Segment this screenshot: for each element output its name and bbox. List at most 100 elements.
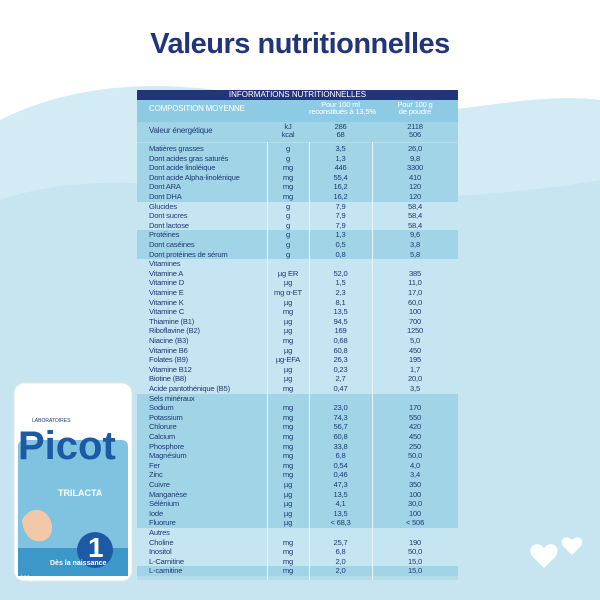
brand: Picot — [18, 424, 116, 468]
product-can — [13, 382, 133, 582]
page-title: Valeurs nutritionnelles — [150, 28, 450, 60]
row-label: Thiamine (B1) — [149, 316, 195, 326]
row-ml: 52,0 — [333, 268, 348, 278]
row-unit: mg — [282, 163, 294, 173]
column-header: Pour 100 g — [397, 100, 433, 109]
row-unit: µg — [283, 297, 293, 307]
column-divider — [372, 142, 373, 580]
row-unit: µg ER — [277, 268, 299, 278]
row-g: 700 — [408, 316, 422, 326]
row-g: 100 — [408, 489, 422, 499]
row-label: Calcium — [149, 432, 176, 441]
section-band — [137, 565, 458, 576]
row-g: 3,5 — [410, 384, 420, 393]
row-g: 120 — [408, 192, 422, 201]
row-ml: 7,9 — [335, 220, 346, 230]
row-label: Biotine (B8) — [149, 374, 187, 384]
section-band — [137, 229, 458, 260]
row-label: Acide pantothénique (B5) — [149, 384, 230, 393]
row-ml: 4,1 — [335, 499, 346, 509]
brand-top: LABORATOIRES — [32, 418, 71, 424]
row-unit: mg — [282, 451, 294, 461]
row-label: Potassium — [149, 412, 183, 422]
row-g: 50,0 — [408, 547, 422, 557]
section-band — [137, 258, 458, 394]
row-g: 5,8 — [410, 249, 420, 259]
row-unit: µg — [283, 518, 293, 528]
row-label: Dont DHA — [149, 192, 182, 201]
energy-ml: 286 — [334, 122, 347, 131]
row-label: Inositol — [149, 547, 172, 557]
row-g: 195 — [408, 355, 422, 365]
row-unit: mg — [282, 422, 294, 432]
row-unit: µg — [283, 278, 293, 288]
column-divider — [267, 142, 268, 580]
row-g: 4,0 — [410, 460, 420, 470]
row-g: 58,4 — [408, 201, 422, 211]
row-ml: 13,5 — [333, 307, 348, 317]
energy-label: Valeur énergétique — [149, 126, 213, 135]
row-unit: mg — [282, 556, 294, 566]
row-label: Magnésium — [149, 451, 187, 461]
row-label: Vitamine C — [149, 307, 185, 317]
section-heading: Autres — [149, 528, 170, 537]
row-unit: mg — [282, 172, 294, 182]
row-label: Chlorure — [149, 422, 177, 432]
row-ml: 2,3 — [335, 288, 346, 297]
row-ml: 94,5 — [333, 316, 348, 326]
row-g: 9,8 — [410, 153, 420, 163]
row-label: Vitamine D — [149, 278, 185, 288]
row-g: 450 — [408, 432, 422, 441]
row-unit: mg — [282, 537, 294, 547]
row-ml: 1,5 — [335, 278, 346, 288]
row-ml: 26,3 — [333, 355, 348, 365]
row-ml: 0,54 — [333, 460, 348, 470]
range: TRILACTA — [58, 488, 103, 498]
row-ml: 25,7 — [333, 537, 348, 547]
row-unit: mg — [282, 566, 294, 576]
row-label: Sodium — [149, 403, 174, 413]
row-unit: mg — [282, 307, 294, 317]
row-ml: 2,7 — [335, 374, 346, 384]
row-ml: 6,8 — [335, 547, 346, 557]
row-unit: g — [285, 153, 291, 163]
section-band — [137, 143, 458, 202]
row-label: Cuivre — [149, 480, 170, 489]
row-ml: 2,0 — [335, 556, 346, 566]
row-ml: 446 — [334, 163, 347, 173]
row-g: 385 — [408, 268, 422, 278]
energy-g: 2118 — [407, 122, 423, 131]
row-label: Niacine (B3) — [149, 336, 189, 345]
row-g: 30,0 — [408, 499, 422, 509]
row-label: Dont acide linoléique — [149, 163, 216, 173]
row-unit: g — [285, 201, 291, 211]
row-unit: µg — [283, 316, 293, 326]
row-label: Dont protéines de sérum — [149, 249, 228, 259]
row-ml: 55,4 — [333, 172, 348, 182]
row-g: 100 — [408, 307, 422, 317]
row-label: L-Carnitine — [149, 556, 184, 566]
row-ml: 33,8 — [333, 441, 348, 451]
row-ml: 60,8 — [333, 432, 348, 441]
row-unit: mg — [282, 182, 294, 192]
section-heading: Sels minéraux — [149, 393, 195, 403]
row-g: 410 — [408, 172, 422, 182]
column-header: de poudre — [398, 107, 432, 116]
weight: 800g — [20, 576, 34, 582]
row-g: 420 — [408, 422, 422, 432]
row-label: Fer — [149, 460, 160, 470]
row-g: 58,4 — [408, 220, 422, 230]
row-label: Dont acides gras saturés — [149, 153, 229, 163]
row-label: Matières grasses — [149, 144, 204, 153]
row-ml: 47,3 — [333, 480, 348, 489]
row-g: 1250 — [406, 326, 424, 336]
energy-g: 506 — [408, 130, 422, 139]
row-ml: 3,5 — [335, 144, 346, 153]
row-unit: mg — [282, 460, 294, 470]
energy-units: kcal — [281, 130, 295, 139]
row-g: 3300 — [406, 163, 424, 173]
row-g: 450 — [408, 345, 422, 355]
row-unit: µg — [283, 499, 293, 509]
row-ml: 2,0 — [335, 566, 346, 576]
